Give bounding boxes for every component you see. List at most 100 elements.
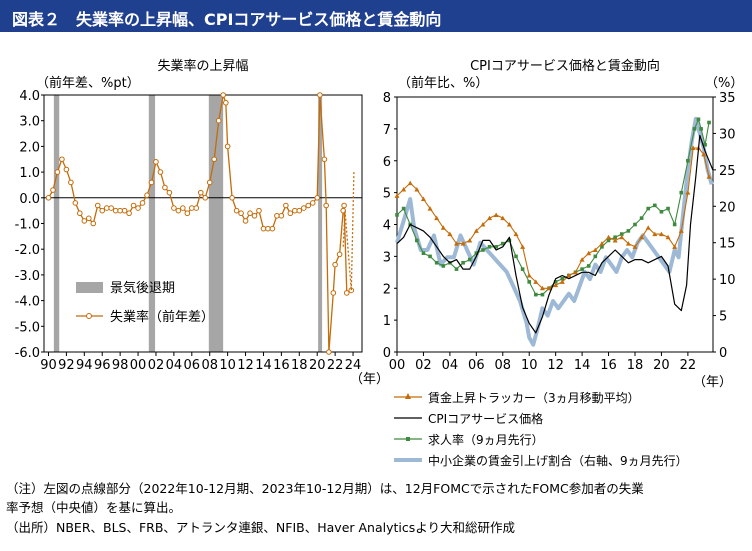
unemployment-change-point — [215, 117, 222, 124]
job-openings-rate-marker — [415, 238, 419, 243]
right-y-tick-label: 1 — [383, 314, 391, 329]
unemployment-change-point — [223, 99, 229, 106]
wage-tracker-marker — [612, 237, 618, 243]
job-openings-rate-marker — [659, 209, 664, 214]
unemployment-change-point — [68, 179, 74, 186]
wage-tracker-marker — [394, 193, 400, 198]
job-openings-rate-line — [396, 118, 710, 296]
unemployment-change-point — [238, 210, 244, 217]
wage-tracker-marker — [440, 225, 446, 230]
right-x-axis-unit: （年） — [693, 375, 732, 390]
unemployment-change-point — [184, 210, 191, 217]
wage-tracker-marker — [685, 190, 691, 195]
wage-tracker-marker — [592, 247, 598, 252]
wage-tracker-marker — [480, 222, 486, 227]
smb-wage-increase-line — [395, 116, 714, 347]
job-openings-rate-marker — [467, 257, 472, 262]
unemployment-change-point — [72, 200, 79, 206]
unemployment-change-point — [341, 202, 347, 209]
figure-title-bar: 図表２ 失業率の上昇幅、CPIコアサービス価格と賃金動向 — [0, 0, 752, 32]
unemployment-change-point — [269, 225, 276, 232]
unemployment-change-point — [332, 261, 338, 268]
left-x-tick-label: 18 — [291, 358, 308, 373]
unemployment-change-point — [189, 205, 195, 211]
unemployment-change-point — [287, 210, 294, 217]
wage-tracker-marker — [645, 225, 651, 230]
job-openings-rate-marker — [454, 267, 459, 271]
unemployment-change-point — [153, 159, 159, 165]
right-x-tick-label: 18 — [627, 358, 644, 373]
wage-tracker-marker — [639, 234, 645, 240]
left-y-tick-label: 2.0 — [19, 140, 40, 155]
unemployment-change-point — [233, 207, 240, 214]
wage-tracker-marker — [652, 231, 658, 237]
job-openings-rate-marker — [639, 216, 644, 220]
unemployment-change-point — [171, 205, 177, 211]
wage-tracker-marker — [625, 241, 631, 246]
wage-tracker-marker — [706, 174, 712, 179]
job-openings-rate-marker — [619, 232, 624, 236]
wage-tracker-marker — [506, 222, 512, 227]
left-x-tick-label: 08 — [201, 358, 218, 373]
wage-tracker-marker — [513, 231, 519, 237]
unemployment-change-point — [162, 184, 168, 191]
wage-tracker-marker — [606, 234, 612, 240]
wage-tracker-marker — [566, 273, 572, 278]
unemployment-change-point — [274, 212, 280, 219]
wage-tracker-marker — [546, 285, 552, 291]
unemployment-change-point — [50, 187, 56, 193]
right-y2-tick-label: 20 — [719, 200, 736, 215]
left-x-tick-label: 16 — [273, 358, 290, 373]
unemployment-change-point — [296, 207, 303, 214]
wage-tracker-marker — [658, 231, 664, 237]
unemployment-change-point — [144, 192, 150, 199]
right-x-tick-label: 04 — [442, 358, 459, 373]
left-x-axis-unit: （年） — [350, 372, 389, 387]
right-x-tick-label: 16 — [600, 358, 617, 373]
left-y-tick-label: 0.0 — [19, 192, 40, 207]
left-x-tick-label: 22 — [327, 358, 344, 373]
unemployment-change-point — [126, 210, 132, 217]
wage-tracker-marker — [453, 241, 459, 246]
job-openings-rate-marker — [606, 238, 611, 243]
job-openings-rate-marker — [474, 251, 479, 255]
left-x-tick-label: 98 — [112, 358, 129, 373]
right-y2-tick-label: 10 — [719, 273, 736, 288]
left-x-tick-label: 14 — [255, 358, 272, 373]
legend-cpi-core-label: CPIコアサービス価格 — [428, 411, 543, 426]
right-x-tick-label: 08 — [495, 358, 512, 373]
legend-wage-tracker-marker — [405, 393, 411, 399]
unemployment-change-point — [323, 202, 329, 209]
unemployment-change-point — [197, 189, 204, 196]
left-x-tick-label: 92 — [58, 358, 75, 373]
left-y-axis-label: （前年差、%pt） — [36, 75, 140, 91]
job-openings-rate-marker — [560, 276, 565, 281]
job-openings-rate-marker — [666, 206, 670, 211]
right-y-tick-label: 4 — [383, 219, 391, 234]
right-chart-title: CPIコアサービス価格と賃金動向 — [470, 58, 660, 74]
unemployment-change-point — [99, 207, 106, 214]
right-y-tick-label: 3 — [383, 250, 391, 265]
wage-tracker-marker — [690, 145, 696, 150]
figure-title: 図表２ 失業率の上昇幅、CPIコアサービス価格と賃金動向 — [12, 10, 442, 29]
wage-tracker-marker — [447, 231, 453, 237]
wage-tracker-marker — [487, 215, 493, 221]
unemployment-change-point — [330, 290, 337, 296]
right-plot-frame — [396, 96, 714, 353]
unemployment-change-point — [85, 215, 92, 222]
wage-tracker-marker — [414, 186, 420, 192]
wage-tracker-marker — [473, 228, 479, 233]
right-y2-tick-label: 15 — [719, 237, 736, 252]
left-x-tick-label: 10 — [219, 358, 236, 373]
job-openings-rate-marker — [434, 260, 439, 265]
unemployment-change-point — [81, 218, 88, 224]
unemployment-change-point — [54, 169, 61, 175]
unemployment-change-point — [90, 220, 97, 227]
right-x-tick-label: 00 — [389, 358, 406, 373]
wage-tracker-marker — [434, 215, 440, 221]
legend-job-openings-marker — [406, 437, 410, 441]
job-openings-rate-marker — [600, 245, 604, 249]
unemployment-change-point — [265, 225, 271, 232]
right-y2-tick-label: 25 — [719, 164, 736, 179]
